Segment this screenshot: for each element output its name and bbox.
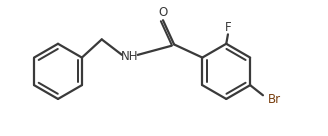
Text: O: O (158, 6, 168, 19)
Text: F: F (225, 21, 231, 34)
Text: Br: Br (268, 93, 281, 106)
Text: NH: NH (121, 50, 138, 63)
